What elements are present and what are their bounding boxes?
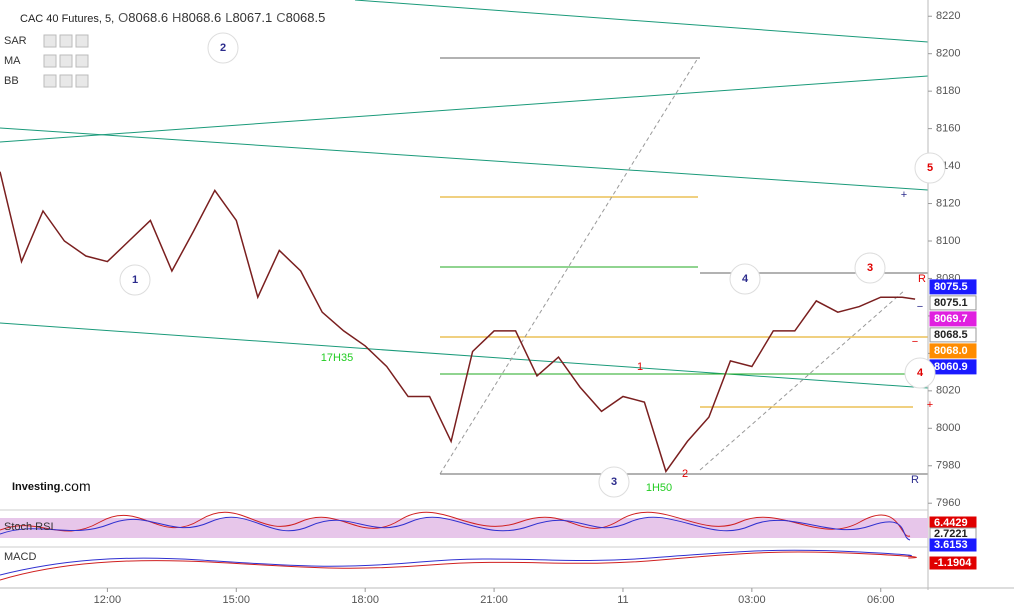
indicator-button: [43, 54, 57, 68]
annotation: 2: [220, 42, 226, 54]
x-tick-label: 03:00: [738, 594, 766, 606]
logo-name: Investing: [12, 481, 60, 493]
annotation: 1H50: [646, 482, 672, 494]
price-label-box: [929, 279, 977, 295]
x-tick-label: 18:00: [351, 594, 379, 606]
price-label: 8068.0: [934, 345, 968, 357]
stoch-line: [0, 516, 911, 541]
indicator-button: [43, 34, 57, 48]
panel-value-box: [929, 538, 977, 552]
y-tick-label: 8000: [936, 422, 960, 434]
annotation-circle: [914, 152, 946, 184]
indicator-button: [75, 74, 89, 88]
y-tick-label: 8180: [936, 85, 960, 97]
annotation: 1: [132, 274, 138, 286]
annotation: 5: [927, 162, 933, 174]
symbol: CAC 40 Futures, 5,: [20, 13, 114, 25]
logo-suffix: .com: [60, 478, 90, 494]
ohlc-label: C: [276, 10, 285, 25]
price-label: 8068.5: [934, 329, 968, 341]
panel-label: Stoch RSI: [4, 521, 54, 533]
header: CAC 40 Futures, 5, O8068.6 H8068.6 L8067.1 C…: [20, 10, 325, 25]
x-tick-label: 06:00: [867, 594, 895, 606]
annotation: R: [911, 474, 919, 486]
y-tick-label: 8120: [936, 197, 960, 209]
ohlc-label: L: [225, 10, 232, 25]
indicator-button: [59, 74, 73, 88]
y-tick-label: 8100: [936, 235, 960, 247]
ohlc-value: 8067.1: [232, 10, 272, 25]
x-tick-label: 11: [617, 594, 628, 606]
logo: Investing.com: [12, 478, 91, 494]
price-label: 8060.9: [934, 361, 968, 373]
ohlc-label: O: [118, 10, 128, 25]
x-tick-label: 15:00: [223, 594, 251, 606]
annotation: 17H35: [321, 352, 353, 364]
annotation-circle: [729, 263, 761, 295]
ohlc-value: 8068.6: [181, 10, 221, 25]
annotation: 3: [867, 262, 873, 274]
annotation: 1: [637, 361, 643, 373]
annotation-circle: [904, 357, 936, 389]
indicator-button: [75, 34, 89, 48]
annotation-circle: [854, 252, 886, 284]
x-tick-label: 12:00: [94, 594, 122, 606]
price-label-box: [929, 311, 977, 327]
price-label-box: [929, 343, 977, 359]
indicator-button: [59, 34, 73, 48]
annotation: −: [917, 301, 923, 313]
panel-value-box: [929, 556, 977, 570]
panel-value: 3.6153: [934, 539, 968, 551]
ohlc-label: H: [172, 10, 181, 25]
annotation-circle: [598, 466, 630, 498]
ohlc-value: 8068.6: [128, 10, 168, 25]
indicator-button: [43, 74, 57, 88]
panel-value: 2.7221: [934, 528, 968, 540]
indicator-label: MA: [4, 55, 21, 67]
annotation: 4: [917, 367, 924, 379]
indicator-button: [59, 54, 73, 68]
panel-label: MACD: [4, 551, 36, 563]
y-tick-label: 8200: [936, 48, 960, 60]
price-label: 8069.7: [934, 313, 968, 325]
price-label: 8075.1: [934, 297, 968, 309]
macd-signal: [0, 551, 917, 581]
annotation: −: [912, 336, 918, 348]
annotation: 3: [611, 476, 617, 488]
indicator-label: BB: [4, 75, 19, 87]
y-tick-label: 8160: [936, 123, 960, 135]
ohlc-value: 8068.5: [286, 10, 326, 25]
annotation-circle: [119, 264, 151, 296]
annotation: R: [918, 273, 926, 285]
y-tick-label: 8220: [936, 10, 960, 22]
annotation: 2: [682, 468, 688, 480]
price-label-box: [929, 327, 977, 343]
indicator-label: SAR: [4, 35, 27, 47]
panel-value: 6.4429: [934, 517, 968, 529]
annotation-circle: [207, 32, 239, 64]
annotation: 4: [742, 273, 749, 285]
annotation: +: [927, 399, 933, 411]
y-tick-label: 7960: [936, 497, 960, 509]
indicator-button: [75, 54, 89, 68]
price-label-box: [929, 295, 977, 311]
macd-line: [0, 549, 912, 576]
price-line: [0, 171, 916, 474]
panel-value: -1.1904: [934, 557, 972, 569]
annotation: +: [901, 189, 907, 201]
price-label: 8075.5: [934, 281, 968, 293]
drawings: [0, 0, 929, 475]
y-tick-label: 8020: [936, 385, 960, 397]
y-tick-label: 7980: [936, 460, 960, 472]
x-tick-label: 21:00: [480, 594, 508, 606]
